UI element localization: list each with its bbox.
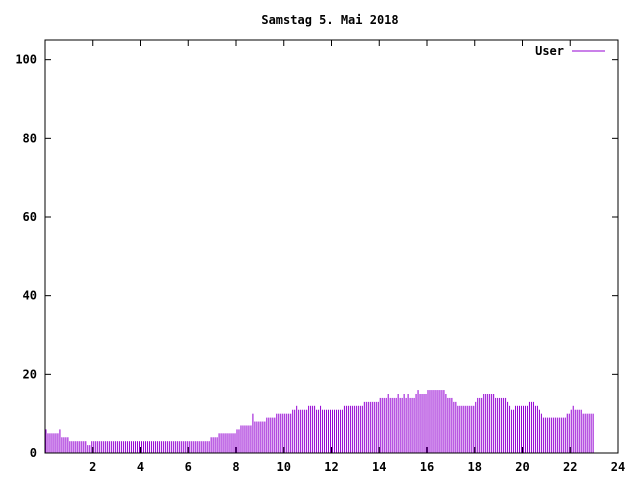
x-tick-label: 20 xyxy=(515,460,529,474)
x-tick-label: 22 xyxy=(563,460,577,474)
y-tick-label: 100 xyxy=(15,53,37,67)
y-tick-label: 80 xyxy=(23,131,37,145)
user-bars xyxy=(45,390,594,453)
x-tick-label: 16 xyxy=(420,460,434,474)
x-tick-label: 2 xyxy=(89,460,96,474)
y-tick-label: 40 xyxy=(23,289,37,303)
x-tick-label: 10 xyxy=(277,460,291,474)
y-tick-label: 20 xyxy=(23,367,37,381)
x-tick-label: 8 xyxy=(232,460,239,474)
x-tick-label: 14 xyxy=(372,460,386,474)
chart-title: Samstag 5. Mai 2018 xyxy=(261,13,398,27)
legend: User xyxy=(535,44,605,58)
x-tick-label: 24 xyxy=(611,460,625,474)
y-tick-label: 0 xyxy=(30,446,37,460)
y-tick-label: 60 xyxy=(23,210,37,224)
x-tick-label: 18 xyxy=(468,460,482,474)
x-tick-label: 4 xyxy=(137,460,144,474)
legend-label-user: User xyxy=(535,44,564,58)
x-tick-label: 6 xyxy=(185,460,192,474)
x-tick-label: 12 xyxy=(324,460,338,474)
